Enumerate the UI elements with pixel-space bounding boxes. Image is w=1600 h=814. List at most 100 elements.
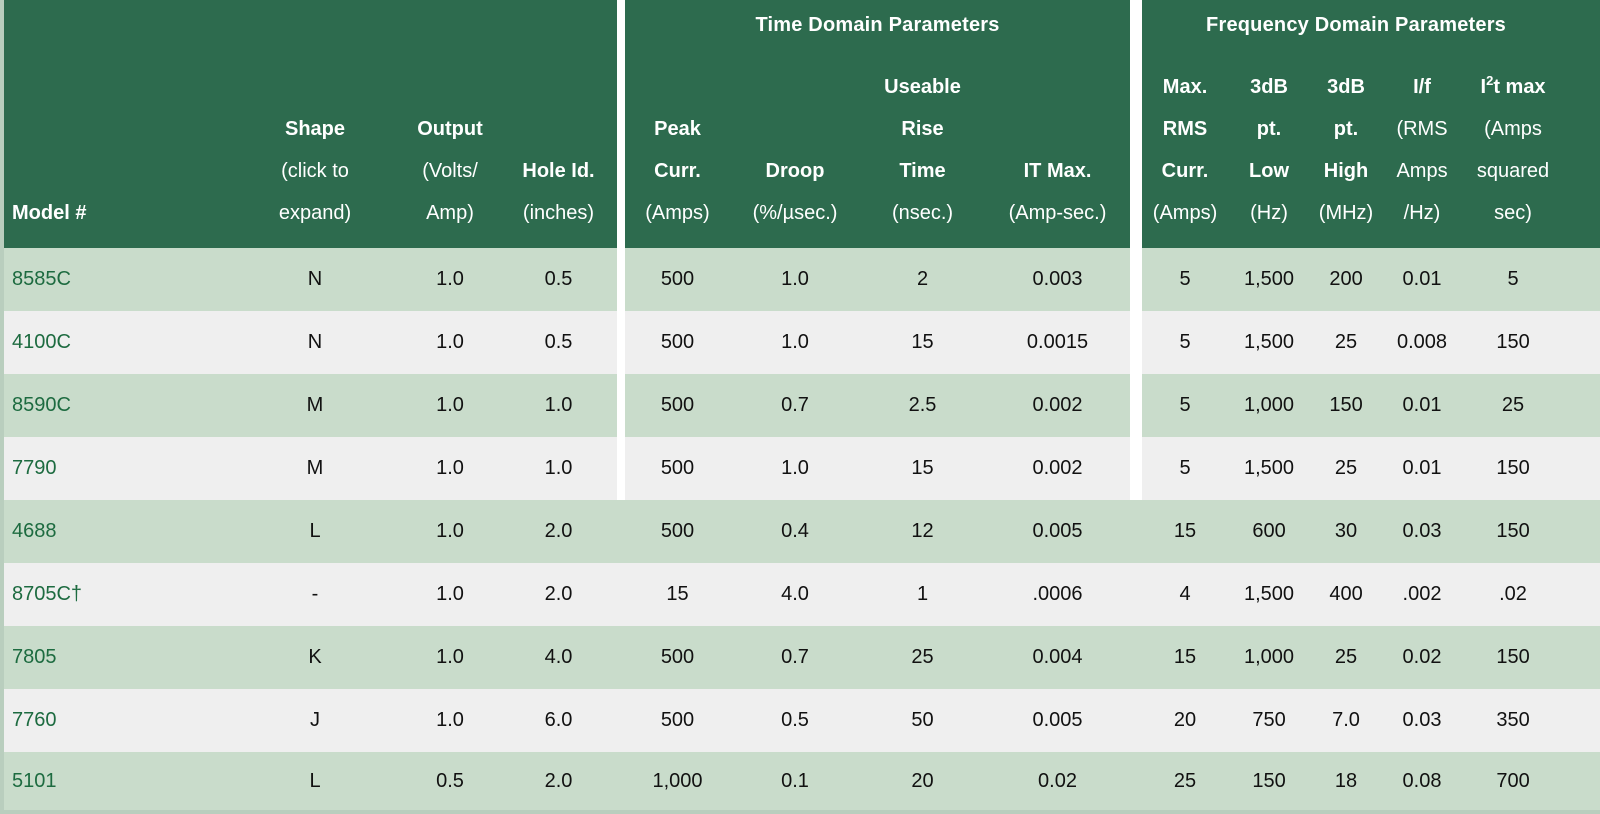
header-line: Amp) (426, 202, 474, 224)
model-link[interactable]: 4688 (4, 500, 230, 563)
shape-cell[interactable]: K (230, 626, 400, 689)
row-section-divider (617, 248, 625, 311)
model-link[interactable]: 5101 (4, 752, 230, 810)
model-link[interactable]: 8590C (4, 374, 230, 437)
low-value: 1,500 (1228, 311, 1311, 374)
shape-cell[interactable]: L (230, 500, 400, 563)
column-header-i2t: I2t max (Amps squared sec) (1462, 46, 1600, 248)
itmax-value: 0.002 (985, 374, 1131, 437)
product-spec-table: Time Domain Parameters Frequency Domain … (4, 0, 1600, 810)
rise-value: 1 (860, 563, 985, 626)
row-section-divider (617, 311, 625, 374)
low-value: 600 (1228, 500, 1311, 563)
header-line: /Hz) (1403, 202, 1441, 224)
output-value: 1.0 (400, 500, 500, 563)
droop-value: 1.0 (730, 248, 860, 311)
row-section-divider (617, 500, 625, 563)
iof-value: 0.01 (1382, 437, 1463, 500)
high-value: 150 (1310, 374, 1383, 437)
model-link[interactable]: 7760 (4, 689, 230, 752)
header-line: Shape (284, 118, 346, 140)
shape-cell[interactable]: M (230, 374, 400, 437)
output-value: 1.0 (400, 563, 500, 626)
output-value: 0.5 (400, 752, 500, 810)
model-link[interactable]: 8585C (4, 248, 230, 311)
table-row: 8590C M 1.0 1.0 500 0.7 2.5 0.002 5 1,000 150 0.01 2… (4, 374, 1600, 437)
model-link[interactable]: 7790 (4, 437, 230, 500)
model-link[interactable]: 8705C† (4, 563, 230, 626)
iof-value: 0.08 (1382, 752, 1463, 810)
row-section-divider (1130, 374, 1143, 437)
header-line: Amps (1396, 160, 1448, 182)
rise-value: 2 (860, 248, 985, 311)
shape-cell[interactable]: M (230, 437, 400, 500)
hole-value: 2.0 (500, 500, 617, 563)
maxrms-value: 5 (1142, 437, 1229, 500)
low-value: 750 (1228, 689, 1311, 752)
droop-value: 0.4 (730, 500, 860, 563)
maxrms-value: 15 (1142, 626, 1229, 689)
shape-cell[interactable]: N (230, 311, 400, 374)
column-header-hole: Hole Id. (inches) (500, 46, 617, 248)
time-domain-section-title: Time Domain Parameters (625, 0, 1131, 46)
high-value: 400 (1310, 563, 1383, 626)
output-value: 1.0 (400, 626, 500, 689)
itmax-value: 0.02 (985, 752, 1131, 810)
column-header-model: Model # (4, 46, 230, 248)
low-value: 150 (1228, 752, 1311, 810)
output-value: 1.0 (400, 437, 500, 500)
header-line: Droop (765, 160, 825, 182)
rise-value: 2.5 (860, 374, 985, 437)
i2t-value: 150 (1462, 311, 1600, 374)
header-line: RMS (1162, 118, 1208, 140)
iof-value: 0.01 (1382, 374, 1463, 437)
header-line: (Amps) (1152, 202, 1218, 224)
droop-value: 0.7 (730, 374, 860, 437)
header-line: expand) (278, 202, 352, 224)
shape-cell[interactable]: - (230, 563, 400, 626)
rise-value: 15 (860, 311, 985, 374)
hole-value: 6.0 (500, 689, 617, 752)
itmax-value: 0.003 (985, 248, 1131, 311)
table-row: 8585C N 1.0 0.5 500 1.0 2 0.003 5 1,500 200 0.01 5 (4, 248, 1600, 311)
itmax-value: 0.002 (985, 437, 1131, 500)
i2t-value: 150 (1462, 626, 1600, 689)
column-header-high: 3dB pt. High (MHz) (1310, 46, 1383, 248)
i2t-value: 25 (1462, 374, 1600, 437)
i2t-value: 350 (1462, 689, 1600, 752)
model-link[interactable]: 4100C (4, 311, 230, 374)
rise-value: 20 (860, 752, 985, 810)
header-line: Output (417, 118, 483, 140)
header-line: Peak (654, 118, 701, 140)
shape-cell[interactable]: J (230, 689, 400, 752)
output-value: 1.0 (400, 311, 500, 374)
iof-value: 0.008 (1382, 311, 1463, 374)
iof-value: 0.03 (1382, 500, 1463, 563)
header-line: squared (1476, 160, 1550, 182)
section-title-row: Time Domain Parameters Frequency Domain … (4, 0, 1600, 46)
table-row: 7790 M 1.0 1.0 500 1.0 15 0.002 5 1,500 25 0.01 150 (4, 437, 1600, 500)
header-line: Max. (1162, 76, 1208, 98)
i2t-value: .02 (1462, 563, 1600, 626)
header-text-part: t max (1493, 76, 1546, 98)
peak-value: 500 (625, 311, 730, 374)
header-line: Rise (901, 118, 944, 140)
column-header-shape: Shape (click to expand) (230, 46, 400, 248)
header-line: I2t max (1462, 60, 1564, 108)
shape-cell[interactable]: L (230, 752, 400, 810)
model-link[interactable]: 7805 (4, 626, 230, 689)
row-section-divider (1130, 311, 1143, 374)
column-header-rise: Useable Rise Time (nsec.) (860, 46, 985, 248)
row-section-divider (1130, 689, 1143, 752)
iof-value: 0.02 (1382, 626, 1463, 689)
high-value: 18 (1310, 752, 1383, 810)
section-divider (617, 0, 625, 46)
header-line: (%/µsec.) (752, 202, 838, 224)
shape-cell[interactable]: N (230, 248, 400, 311)
itmax-value: 0.005 (985, 689, 1131, 752)
maxrms-value: 5 (1142, 311, 1229, 374)
header-line: Low (1249, 160, 1290, 182)
output-value: 1.0 (400, 689, 500, 752)
droop-value: 1.0 (730, 311, 860, 374)
